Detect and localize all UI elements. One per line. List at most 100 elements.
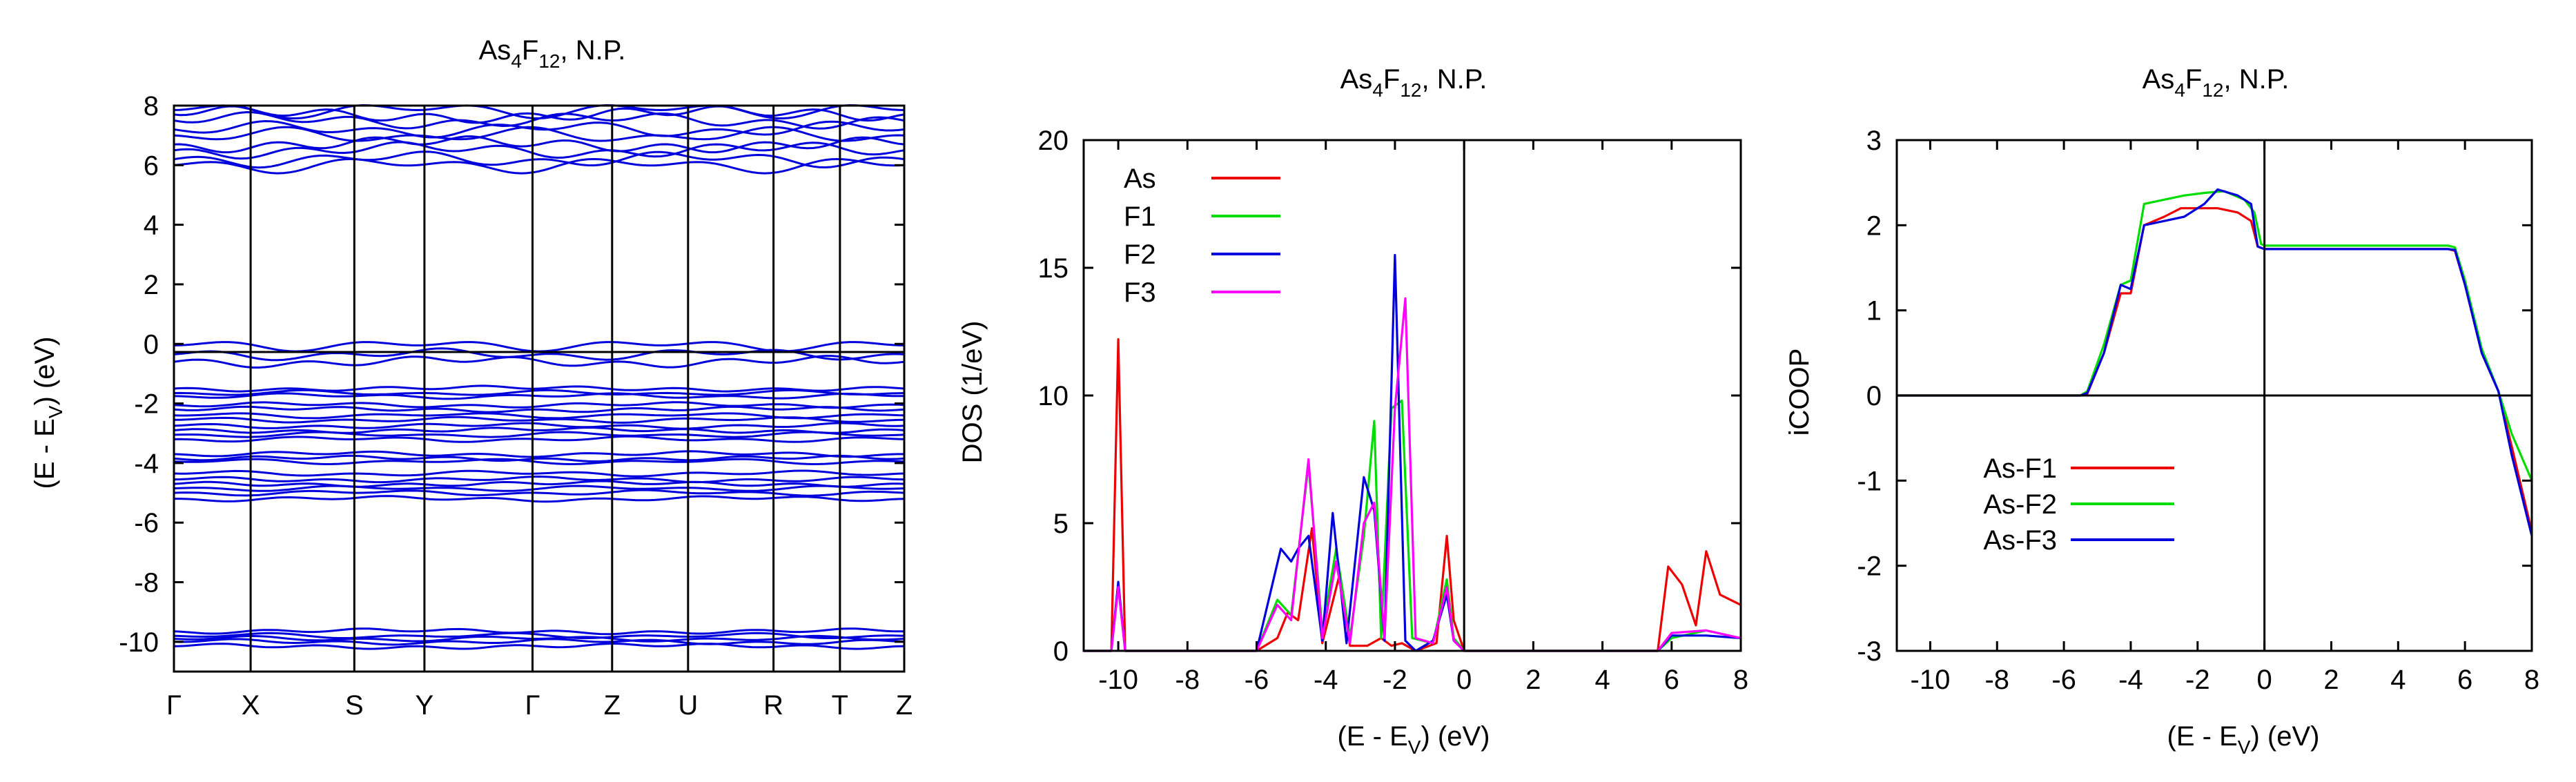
legend-label: F1 bbox=[1124, 202, 1156, 232]
legend-label: As-F1 bbox=[1983, 453, 2057, 484]
band-line bbox=[173, 458, 905, 466]
icoop-xlabel: (E - EV) (eV) bbox=[2167, 721, 2320, 758]
band-line bbox=[173, 119, 905, 139]
ytick-label: 0 bbox=[1053, 636, 1069, 667]
band-title: As4F12, N.P. bbox=[479, 35, 626, 72]
dos-panel: As4F12, N.P. DOS (1/eV) (E - EV) (eV) -1… bbox=[957, 64, 1748, 758]
kpoint-label: X bbox=[242, 690, 260, 721]
band-lines bbox=[173, 104, 905, 650]
band-line bbox=[173, 450, 904, 458]
xtick-label: -8 bbox=[1984, 665, 2009, 695]
band-line bbox=[173, 642, 905, 650]
legend-label: F3 bbox=[1124, 277, 1156, 308]
xtick-label: 2 bbox=[2323, 665, 2339, 695]
band-line bbox=[173, 469, 905, 478]
band-line bbox=[173, 454, 905, 463]
band-line bbox=[173, 384, 905, 393]
ytick-label: -1 bbox=[1857, 466, 1882, 496]
series-line-f3 bbox=[1084, 297, 1741, 652]
ytick-label: 2 bbox=[1866, 211, 1882, 241]
ytick-label: -2 bbox=[1857, 551, 1882, 582]
ytick-label: 20 bbox=[1038, 126, 1069, 156]
band-line bbox=[173, 480, 905, 488]
ytick-label: 0 bbox=[1866, 381, 1882, 411]
series-line-as-f3 bbox=[1897, 188, 2533, 536]
kpoint-label: R bbox=[763, 690, 783, 721]
band-ytick-label: 6 bbox=[144, 150, 159, 181]
band-ytick-label: 2 bbox=[144, 270, 159, 300]
ytick-label: -3 bbox=[1857, 636, 1882, 667]
icoop-frame bbox=[1895, 139, 2533, 652]
ytick-label: 1 bbox=[1866, 296, 1882, 326]
xtick-label: -10 bbox=[1098, 665, 1138, 695]
band-ytick-label: -2 bbox=[134, 389, 159, 420]
xtick-label: 0 bbox=[1456, 665, 1472, 695]
kpoint-label: Z bbox=[604, 690, 621, 721]
legend-label: As-F2 bbox=[1983, 489, 2057, 520]
xtick-label: 4 bbox=[2390, 665, 2406, 695]
ytick-label: 15 bbox=[1038, 253, 1069, 284]
band-line bbox=[173, 389, 905, 396]
kpoint-label: Y bbox=[416, 690, 434, 721]
band-frame bbox=[173, 104, 906, 673]
xtick-label: 2 bbox=[1525, 665, 1541, 695]
band-line bbox=[173, 135, 905, 154]
band-ytick-label: 8 bbox=[144, 91, 159, 121]
band-line bbox=[173, 104, 905, 120]
band-line bbox=[173, 347, 905, 362]
band-line bbox=[173, 435, 905, 443]
band-ytick-label: -4 bbox=[134, 449, 159, 479]
band-line bbox=[173, 150, 905, 169]
kpoint-label: Γ bbox=[525, 690, 540, 721]
xtick-label: 8 bbox=[1733, 665, 1748, 695]
band-line bbox=[173, 485, 905, 492]
xtick-label: -4 bbox=[2118, 665, 2143, 695]
kpoint-label: Γ bbox=[166, 690, 182, 721]
band-line bbox=[173, 141, 905, 160]
xtick-label: 8 bbox=[2524, 665, 2539, 695]
series-line-f2 bbox=[1084, 253, 1741, 652]
band-line bbox=[173, 475, 905, 484]
band-line bbox=[173, 422, 905, 430]
band-ylabel: (E - EV) (eV) bbox=[30, 337, 66, 489]
legend-label: As bbox=[1124, 164, 1156, 194]
dos-frame bbox=[1082, 139, 1742, 652]
xtick-label: -2 bbox=[2185, 665, 2210, 695]
xtick-label: -8 bbox=[1175, 665, 1200, 695]
xtick-label: 6 bbox=[2457, 665, 2472, 695]
kpoint-label: U bbox=[678, 690, 698, 721]
band-ytick-label: -10 bbox=[119, 627, 159, 658]
band-line bbox=[173, 495, 905, 503]
band-line bbox=[173, 105, 905, 124]
series-line-as bbox=[1084, 338, 1741, 652]
band-line bbox=[173, 392, 904, 400]
band-line bbox=[173, 632, 905, 639]
dos-xlabel: (E - EV) (eV) bbox=[1338, 721, 1490, 758]
band-line bbox=[173, 157, 905, 175]
legend-label: F2 bbox=[1124, 240, 1156, 270]
band-line bbox=[173, 489, 905, 497]
ytick-label: 5 bbox=[1053, 509, 1069, 539]
icoop-panel: As4F12, N.P. iCOOP (E - EV) (eV) -10 -8 -6… bbox=[1784, 64, 2539, 758]
xtick-label: -6 bbox=[2051, 665, 2076, 695]
icoop-title: As4F12, N.P. bbox=[2143, 64, 2290, 101]
band-ytick-label: -6 bbox=[134, 508, 159, 538]
band-line bbox=[173, 416, 905, 424]
band-ytick-label: -8 bbox=[134, 568, 159, 598]
band-line bbox=[173, 126, 905, 142]
band-line bbox=[173, 638, 905, 646]
band-line bbox=[173, 355, 905, 369]
kpoint-label: T bbox=[832, 690, 848, 721]
band-line bbox=[173, 405, 905, 413]
xtick-label: -6 bbox=[1245, 665, 1269, 695]
kpoint-label: Z bbox=[896, 690, 913, 721]
xtick-label: -10 bbox=[1911, 665, 1951, 695]
band-structure-panel: As4F12, N.P. (E - EV) (eV) 8 6 4 2 0 -2 -4 -6 -8… bbox=[30, 35, 913, 721]
xtick-label: -2 bbox=[1383, 665, 1407, 695]
ytick-label: 3 bbox=[1866, 126, 1882, 156]
band-line bbox=[173, 341, 905, 353]
band-line bbox=[173, 426, 905, 434]
dos-title: As4F12, N.P. bbox=[1340, 64, 1487, 101]
kpoint-label: S bbox=[345, 690, 364, 721]
